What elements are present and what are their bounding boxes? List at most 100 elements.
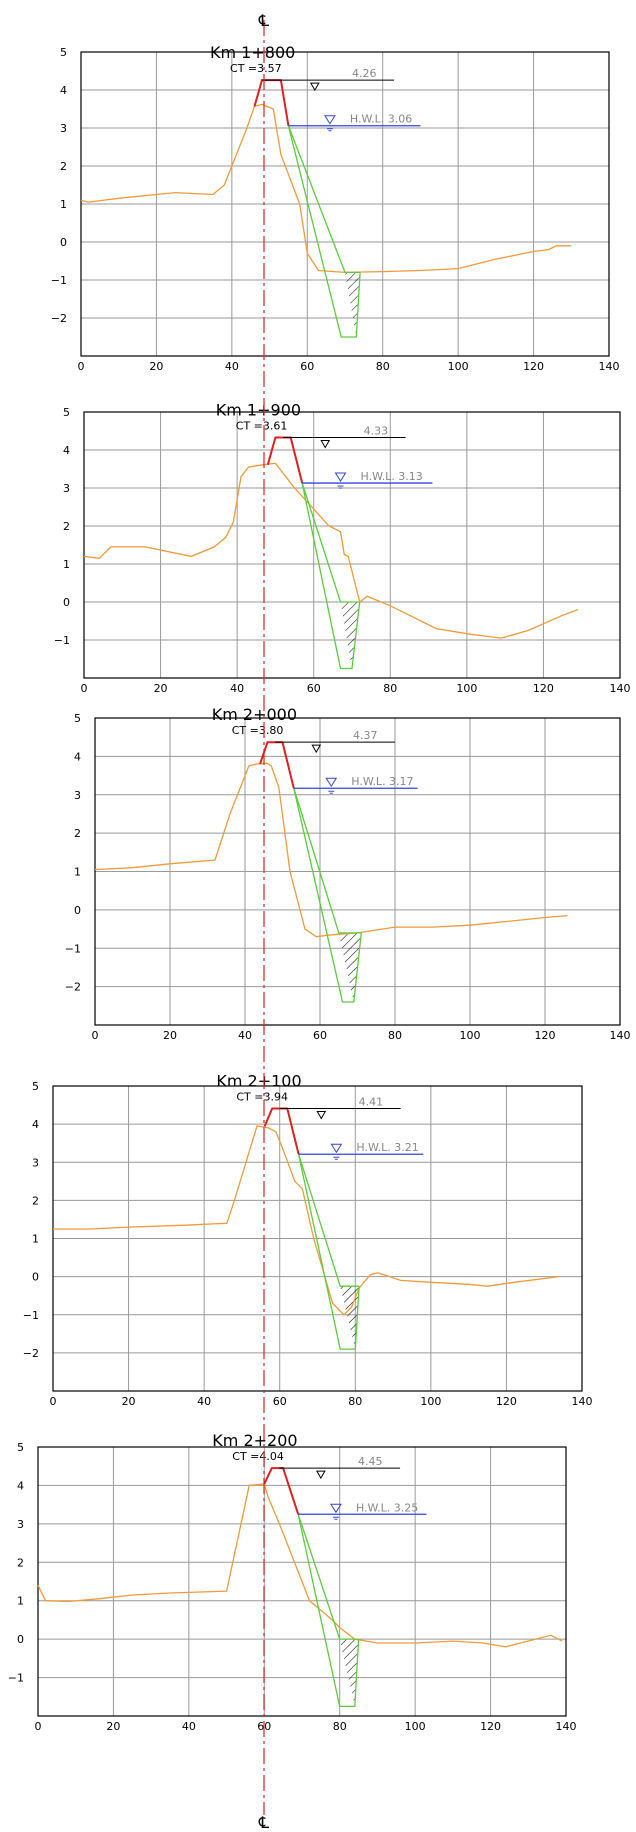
x-tick-label: 0	[35, 1720, 42, 1733]
x-tick-label: 100	[405, 1720, 426, 1733]
x-tick-label: 20	[149, 360, 163, 373]
section-title: Km 2+200	[212, 1431, 297, 1450]
x-tick-label: 0	[92, 1029, 99, 1042]
ground-profile	[83, 462, 579, 639]
x-tick-label: 80	[388, 1029, 402, 1042]
section-3: 0 20 40 60 80 100 120 140 5 4 3 2 1 0 −1 −2 4.37 H.W.L. 3…	[65, 705, 631, 1042]
y-tick-label: 5	[32, 1080, 39, 1093]
embankment-design-profile	[266, 436, 304, 484]
x-tick-label: 20	[163, 1029, 177, 1042]
hwl-label: H.W.L. 3.25	[356, 1501, 418, 1514]
x-tick-label: 80	[333, 1720, 347, 1733]
x-tick-label: 120	[535, 1029, 556, 1042]
x-tick-label: 120	[480, 1720, 501, 1733]
water-level-triangle-icon	[324, 115, 336, 125]
ct-label: CT =3.94	[236, 1090, 288, 1103]
x-tick-label: 80	[348, 1395, 362, 1408]
y-tick-label: 4	[63, 444, 70, 457]
crest-level-triangle-icon	[311, 744, 322, 754]
y-tick-label: 0	[17, 1633, 24, 1646]
y-tick-label: −2	[23, 1347, 39, 1360]
x-tick-label: 60	[273, 1395, 287, 1408]
y-tick-label: 5	[63, 406, 70, 419]
section-4: 0 20 40 60 80 100 120 140 5 4 3 2 1 0 −1 −2 4.41 H.W.L. 3…	[23, 1071, 593, 1408]
design-slope-outer	[297, 1154, 360, 1350]
x-tick-label: 140	[556, 1720, 577, 1733]
design-slope-outer	[293, 788, 362, 1003]
x-tick-label: 140	[610, 682, 631, 695]
y-tick-label: −2	[65, 981, 81, 994]
ground-profile	[80, 103, 572, 274]
x-tick-label: 100	[460, 1029, 481, 1042]
x-tick-label: 140	[610, 1029, 631, 1042]
water-level-triangle-icon	[325, 777, 338, 788]
design-slope-inner	[297, 1154, 360, 1287]
y-tick-label: 1	[63, 558, 70, 571]
ground-profile	[37, 1483, 563, 1648]
x-tick-label: 100	[420, 1395, 441, 1408]
excavation-hatch	[340, 1286, 360, 1350]
excavation-hatch	[339, 1639, 359, 1707]
centerline-symbol-top: ℄	[258, 11, 270, 30]
x-tick-label: 20	[106, 1720, 120, 1733]
x-tick-label: 80	[376, 360, 390, 373]
crest-level-triangle-icon	[316, 1110, 327, 1120]
x-tick-label: 120	[523, 360, 544, 373]
section-frame	[83, 411, 621, 679]
y-tick-label: 4	[32, 1118, 39, 1131]
ct-label: CT =4.04	[232, 1450, 284, 1463]
embankment-design-profile	[253, 79, 290, 126]
crest-level-value: 4.26	[352, 67, 377, 80]
design-slope-outer	[287, 125, 361, 338]
x-tick-label: 40	[225, 360, 239, 373]
y-tick-label: 2	[17, 1556, 24, 1569]
y-tick-label: 0	[74, 904, 81, 917]
y-tick-label: −1	[51, 274, 67, 287]
y-tick-label: 3	[60, 122, 67, 135]
y-tick-label: 3	[17, 1518, 24, 1531]
crest-level-value: 4.45	[358, 1455, 383, 1468]
y-tick-label: 5	[74, 712, 81, 725]
excavation-hatch	[340, 602, 360, 669]
crest-level-value: 4.37	[353, 729, 378, 742]
y-tick-label: 4	[60, 84, 67, 97]
y-tick-label: 2	[63, 520, 70, 533]
y-tick-label: −1	[65, 942, 81, 955]
crest-level-value: 4.41	[359, 1095, 384, 1108]
section-2: 0 20 40 60 80 100 120 140 5 4 3 2 1 0 −1 4.33 H.W.L. 3.1…	[54, 400, 631, 695]
x-tick-label: 140	[599, 360, 620, 373]
y-tick-label: 5	[60, 46, 67, 59]
centerline-symbol-bottom: ℄	[258, 1813, 270, 1832]
section-title: Km 2+100	[216, 1071, 301, 1090]
x-tick-label: 0	[50, 1395, 57, 1408]
x-tick-label: 60	[307, 682, 321, 695]
crest-level-triangle-icon	[320, 439, 331, 449]
section-frame	[37, 1446, 567, 1717]
design-slope-outer	[301, 482, 361, 670]
ct-label: CT =3.80	[232, 724, 284, 737]
water-level-triangle-icon	[334, 472, 347, 483]
embankment-design-profile	[263, 1467, 300, 1515]
water-level-triangle-icon	[330, 1143, 343, 1154]
water-level-triangle-icon	[330, 1503, 342, 1514]
x-tick-label: 40	[182, 1720, 196, 1733]
ct-label: CT =3.61	[236, 419, 288, 432]
hwl-label: H.W.L. 3.06	[350, 113, 412, 126]
y-tick-label: 2	[32, 1194, 39, 1207]
x-tick-label: 140	[572, 1395, 593, 1408]
y-tick-label: −1	[54, 634, 70, 647]
y-tick-label: 3	[74, 789, 81, 802]
design-slope-inner	[301, 482, 360, 603]
x-tick-label: 100	[456, 682, 477, 695]
y-tick-label: −1	[8, 1672, 24, 1685]
section-title: Km 1+900	[216, 400, 301, 419]
x-tick-label: 20	[122, 1395, 136, 1408]
section-1: 0 20 40 60 80 100 120 140 5 4 3 2 1 0 −1 −2 4.26 H.W.L. 3…	[51, 43, 620, 373]
x-tick-label: 40	[238, 1029, 252, 1042]
x-tick-label: 100	[448, 360, 469, 373]
y-tick-label: 0	[63, 596, 70, 609]
hwl-label: H.W.L. 3.21	[356, 1141, 418, 1154]
